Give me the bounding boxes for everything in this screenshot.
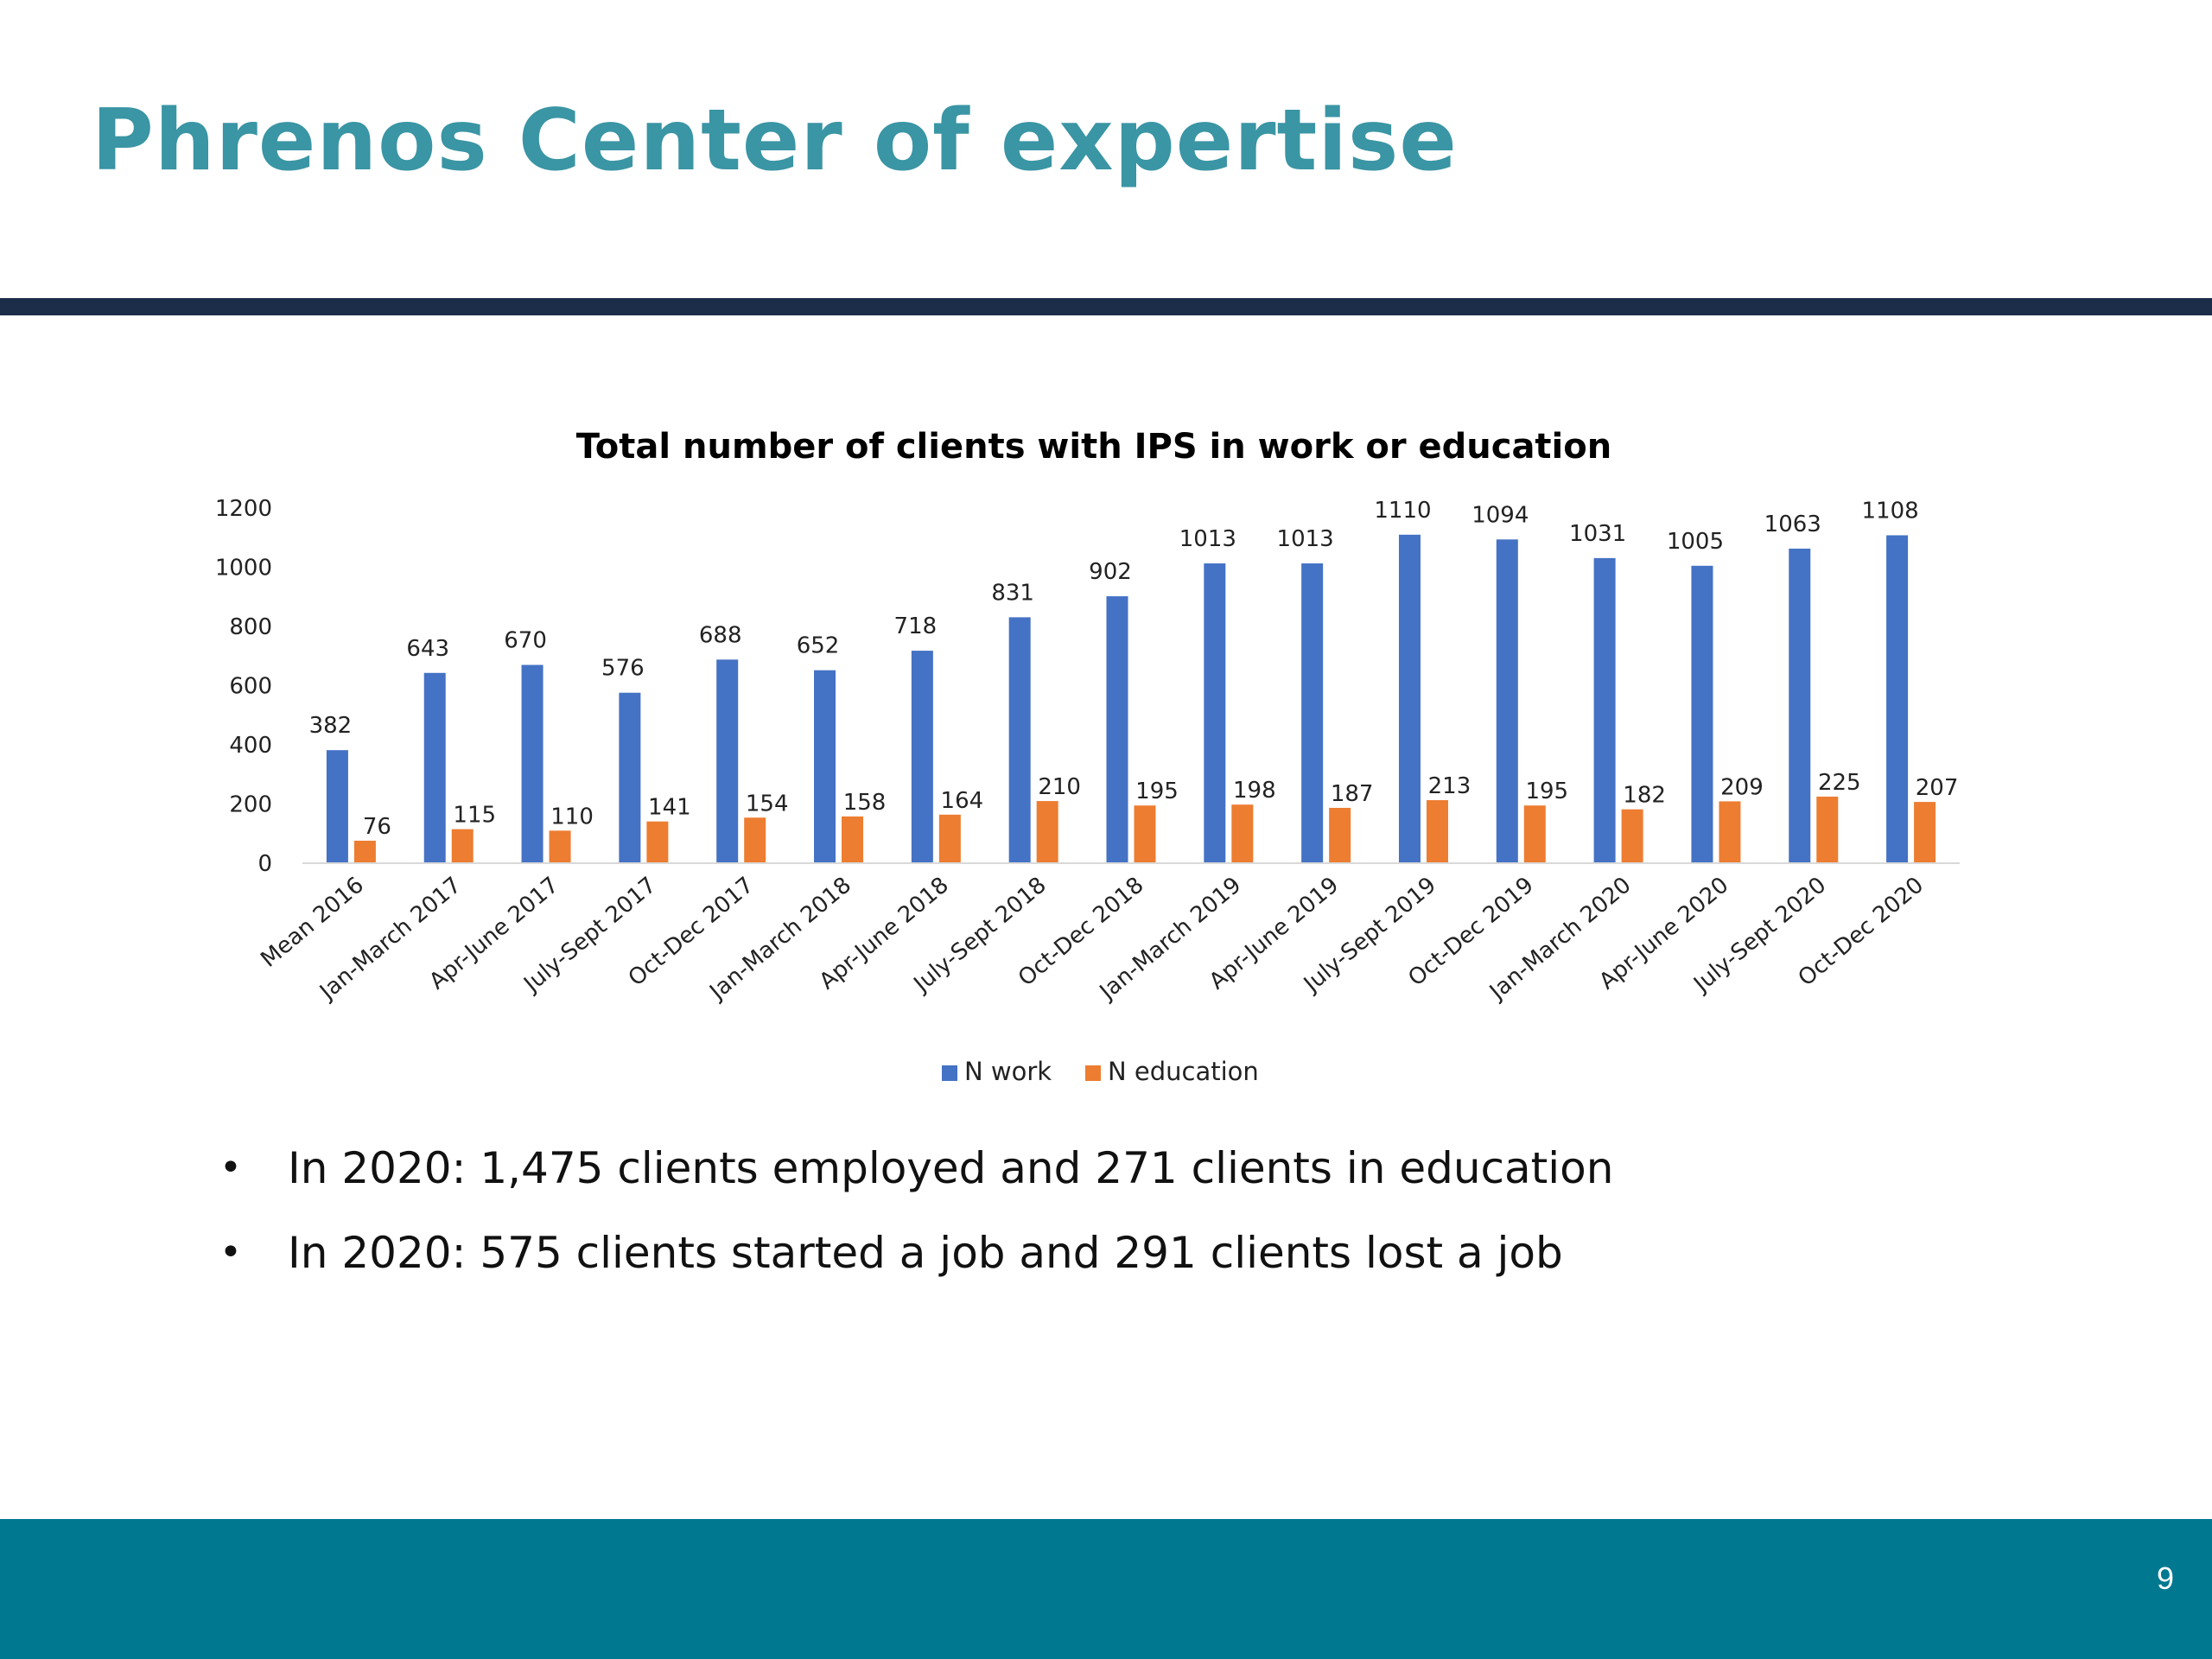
- data-label: 652: [797, 633, 840, 659]
- bullet-dot-icon: •: [219, 1230, 242, 1274]
- data-label: 225: [1818, 770, 1861, 796]
- bar-education: [451, 829, 474, 863]
- bar-work: [326, 750, 348, 863]
- bar-education: [646, 821, 669, 863]
- bar-education: [1816, 796, 1839, 863]
- y-tick-label: 800: [229, 614, 272, 640]
- data-label: 1110: [1374, 498, 1431, 524]
- legend-label: N work: [964, 1057, 1052, 1086]
- bar-work: [716, 659, 739, 863]
- bar-education: [1036, 801, 1058, 863]
- data-label: 182: [1623, 783, 1666, 809]
- data-label: 209: [1720, 774, 1764, 800]
- bullet-item: • In 2020: 1,475 clients employed and 27…: [214, 1132, 1613, 1217]
- data-label: 1108: [1862, 499, 1919, 524]
- bar-work: [1691, 565, 1713, 863]
- data-label: 158: [843, 790, 887, 816]
- y-axis: 0 200 400 600 800 1000 1200: [215, 496, 272, 877]
- y-tick-label: 600: [229, 674, 272, 700]
- bar-work: [1886, 535, 1909, 863]
- y-tick-label: 400: [229, 733, 272, 759]
- data-label: 902: [1089, 559, 1132, 585]
- bar-education: [842, 816, 864, 863]
- page-number: 9: [2156, 1560, 2174, 1596]
- footer-band: 9: [0, 1519, 2212, 1659]
- y-tick-label: 0: [257, 851, 272, 877]
- slide-title: Phrenos Center of expertise: [92, 92, 1458, 190]
- data-label: 110: [550, 804, 594, 830]
- data-label: 195: [1525, 779, 1568, 804]
- bar-education: [938, 814, 961, 863]
- bar-education: [1523, 805, 1546, 863]
- legend: N work N education: [942, 1057, 1259, 1086]
- bar-work: [1106, 596, 1128, 863]
- bullet-item: • In 2020: 575 clients started a job and…: [214, 1217, 1613, 1301]
- data-label: 576: [601, 656, 645, 682]
- data-label: 141: [648, 795, 691, 821]
- data-label: 213: [1428, 773, 1471, 799]
- data-label: 718: [894, 613, 938, 639]
- bar-work: [1789, 548, 1811, 863]
- data-label: 1031: [1569, 521, 1626, 547]
- data-label: 831: [991, 580, 1034, 606]
- bullet-text: In 2020: 1,475 clients employed and 271 …: [288, 1143, 1614, 1193]
- bar-work: [1008, 617, 1031, 863]
- y-tick-label: 1200: [215, 496, 272, 522]
- bar-work: [814, 670, 836, 863]
- data-label: 115: [453, 803, 496, 829]
- bar-work: [619, 692, 641, 863]
- bar-education: [1426, 800, 1448, 863]
- bar-work: [1593, 557, 1616, 863]
- legend-swatch: [942, 1065, 957, 1081]
- bar-work: [423, 672, 446, 863]
- bar-work: [521, 664, 543, 863]
- data-label: 670: [504, 628, 547, 654]
- data-label: 1063: [1764, 512, 1821, 537]
- data-label: 688: [699, 622, 742, 648]
- data-label: 164: [941, 788, 984, 814]
- data-label: 187: [1331, 781, 1374, 807]
- data-label: 1005: [1667, 529, 1724, 555]
- bar-education: [549, 830, 571, 863]
- bar-work: [1496, 539, 1518, 863]
- chart-title: Total number of clients with IPS in work…: [576, 427, 1611, 467]
- bars: 382 643 670 576 688 652 718 831 902 1013 1013 1110 1…: [309, 498, 1959, 863]
- data-label: 1013: [1179, 526, 1236, 552]
- y-tick-label: 200: [229, 792, 272, 818]
- bar-education: [1621, 809, 1643, 863]
- data-label: 643: [406, 636, 449, 662]
- bar-education: [1134, 805, 1156, 863]
- bar-work: [911, 651, 933, 863]
- bullet-list: • In 2020: 1,475 clients employed and 27…: [214, 1132, 1613, 1301]
- data-label: 76: [363, 814, 391, 840]
- bullet-text: In 2020: 575 clients started a job and 2…: [288, 1228, 1563, 1278]
- data-label: 1013: [1277, 526, 1334, 552]
- legend-swatch: [1085, 1065, 1101, 1081]
- data-label: 382: [309, 713, 353, 739]
- bar-work: [1398, 534, 1421, 863]
- data-label: 195: [1135, 779, 1179, 804]
- bar-chart: Total number of clients with IPS in work…: [215, 427, 1960, 1086]
- data-label: 198: [1233, 778, 1276, 804]
- data-label: 210: [1038, 774, 1081, 800]
- bar-education: [1719, 801, 1741, 863]
- bar-education: [1914, 802, 1936, 863]
- title-divider: [0, 298, 2212, 315]
- data-label: 154: [746, 791, 789, 817]
- bar-education: [744, 817, 766, 863]
- bar-education: [353, 840, 376, 863]
- bar-education: [1231, 804, 1254, 863]
- legend-label: N education: [1108, 1057, 1259, 1086]
- bullet-dot-icon: •: [219, 1146, 242, 1190]
- data-label: 207: [1916, 775, 1959, 801]
- data-label: 1094: [1471, 502, 1529, 528]
- bar-education: [1329, 807, 1351, 863]
- bar-work: [1301, 563, 1324, 863]
- y-tick-label: 1000: [215, 556, 272, 582]
- bar-work: [1204, 563, 1226, 863]
